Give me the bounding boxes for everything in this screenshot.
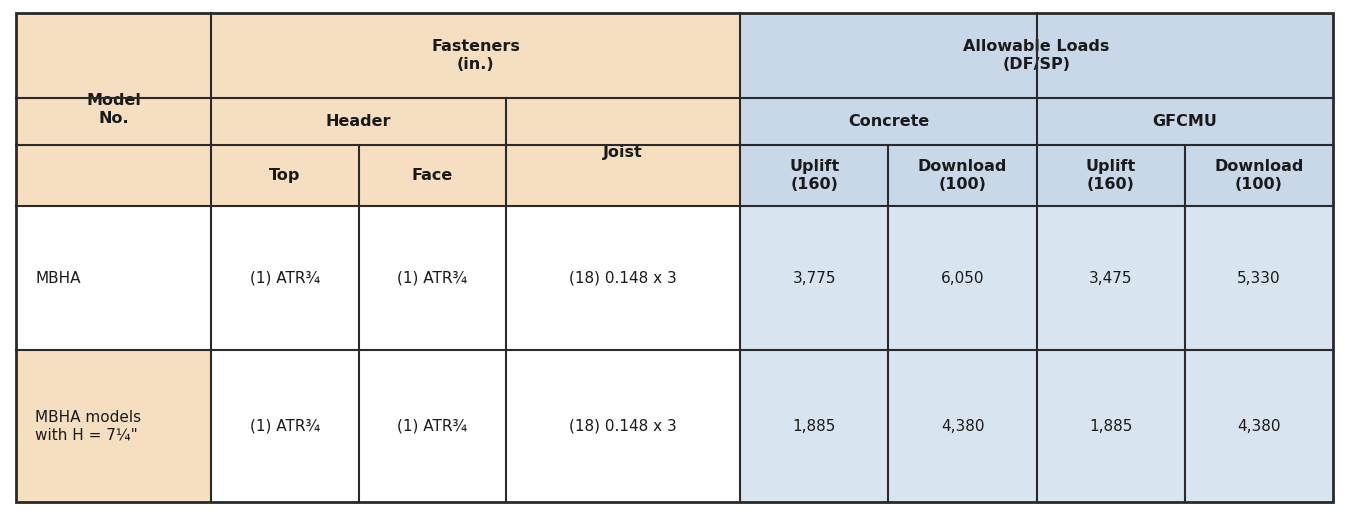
Text: MBHA models
with H = 7¼": MBHA models with H = 7¼" [35, 410, 142, 442]
Bar [1184, 145, 1333, 206]
Text: (1) ATR¾: (1) ATR¾ [250, 419, 320, 434]
Bar [1036, 206, 1184, 351]
Text: Face: Face [411, 168, 453, 183]
Text: 3,775: 3,775 [793, 271, 836, 286]
Text: (1) ATR¾: (1) ATR¾ [250, 271, 320, 286]
Text: Uplift
(160): Uplift (160) [789, 159, 839, 192]
Bar [1184, 206, 1333, 351]
Bar [741, 13, 1333, 98]
Text: GFCMU: GFCMU [1152, 114, 1217, 129]
Text: 6,050: 6,050 [940, 271, 985, 286]
Bar [210, 98, 506, 145]
Text: Joist: Joist [603, 145, 643, 160]
Text: 1,885: 1,885 [793, 419, 836, 434]
Text: Allowable Loads
(DF/SP): Allowable Loads (DF/SP) [963, 40, 1110, 72]
Bar [210, 13, 741, 98]
Bar [506, 145, 741, 206]
Bar [741, 98, 1036, 145]
Text: Model
No.: Model No. [86, 93, 142, 126]
Bar [16, 145, 210, 206]
Bar [1036, 98, 1333, 145]
Bar [889, 145, 1036, 206]
Bar [359, 145, 506, 206]
Bar [506, 206, 741, 351]
Bar [16, 351, 210, 502]
Text: Fasteners
(in.): Fasteners (in.) [432, 40, 521, 72]
Text: Download
(100): Download (100) [1214, 159, 1303, 192]
Text: (18) 0.148 x 3: (18) 0.148 x 3 [569, 271, 677, 286]
Bar [16, 13, 210, 98]
Text: (18) 0.148 x 3: (18) 0.148 x 3 [569, 419, 677, 434]
Text: (1) ATR¾: (1) ATR¾ [397, 271, 467, 286]
Text: Top: Top [268, 168, 301, 183]
Text: Concrete: Concrete [847, 114, 929, 129]
Bar [16, 98, 210, 145]
Bar [1036, 351, 1184, 502]
Bar [1184, 351, 1333, 502]
Bar [210, 351, 359, 502]
Bar [359, 206, 506, 351]
Text: 5,330: 5,330 [1237, 271, 1280, 286]
Text: MBHA: MBHA [35, 271, 81, 286]
Text: 4,380: 4,380 [1237, 419, 1280, 434]
Bar [506, 98, 741, 145]
Bar [16, 206, 210, 351]
Bar [889, 351, 1036, 502]
Bar [210, 206, 359, 351]
Bar [741, 206, 889, 351]
Bar [210, 145, 359, 206]
Text: 3,475: 3,475 [1089, 271, 1132, 286]
Bar [506, 351, 741, 502]
Bar [1036, 145, 1184, 206]
Text: Header: Header [325, 114, 391, 129]
Bar [889, 206, 1036, 351]
Bar [741, 145, 889, 206]
Bar [741, 351, 889, 502]
Text: (1) ATR¾: (1) ATR¾ [397, 419, 467, 434]
Bar [359, 351, 506, 502]
Text: Uplift
(160): Uplift (160) [1086, 159, 1136, 192]
Text: 1,885: 1,885 [1089, 419, 1132, 434]
Text: Download
(100): Download (100) [917, 159, 1008, 192]
Text: 4,380: 4,380 [940, 419, 985, 434]
